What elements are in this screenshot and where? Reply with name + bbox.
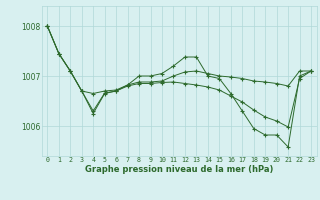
X-axis label: Graphe pression niveau de la mer (hPa): Graphe pression niveau de la mer (hPa) bbox=[85, 165, 273, 174]
